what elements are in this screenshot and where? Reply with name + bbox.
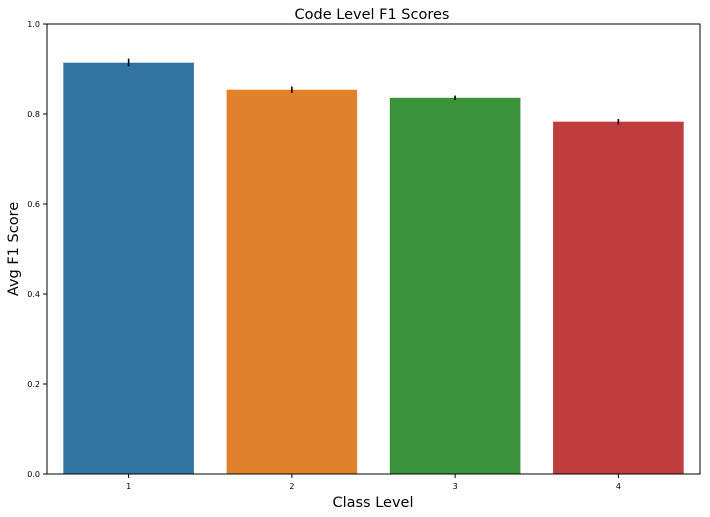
y-tick-label-5: 1.0: [27, 20, 40, 29]
bar-1: [63, 62, 194, 474]
y-tick-label-3: 0.6: [27, 200, 40, 209]
x-tick-label-2: 2: [289, 482, 294, 491]
plot-frame: [46, 23, 701, 475]
bar-2: [226, 89, 358, 474]
chart-title: Code Level F1 Scores: [295, 7, 450, 23]
y-tick-label-2: 0.4: [27, 290, 40, 299]
x-tick-label-1: 1: [126, 482, 131, 491]
bars-group: [63, 62, 684, 475]
x-tick-label-3: 3: [453, 482, 458, 491]
bar-3: [389, 97, 521, 475]
x-axis: 1 2 3 4: [126, 474, 621, 491]
bar-4: [553, 121, 684, 475]
x-axis-label: Class Level: [332, 495, 413, 511]
x-tick-label-4: 4: [616, 482, 621, 491]
y-tick-label-4: 0.8: [27, 110, 40, 119]
error-bars-group: [127, 58, 620, 125]
y-tick-label-0: 0.0: [27, 470, 40, 479]
y-axis-label: Avg F1 Score: [6, 202, 22, 296]
y-tick-label-1: 0.2: [27, 380, 40, 389]
y-axis: 0.0 0.2 0.4 0.6 0.8 1.0: [27, 20, 47, 479]
